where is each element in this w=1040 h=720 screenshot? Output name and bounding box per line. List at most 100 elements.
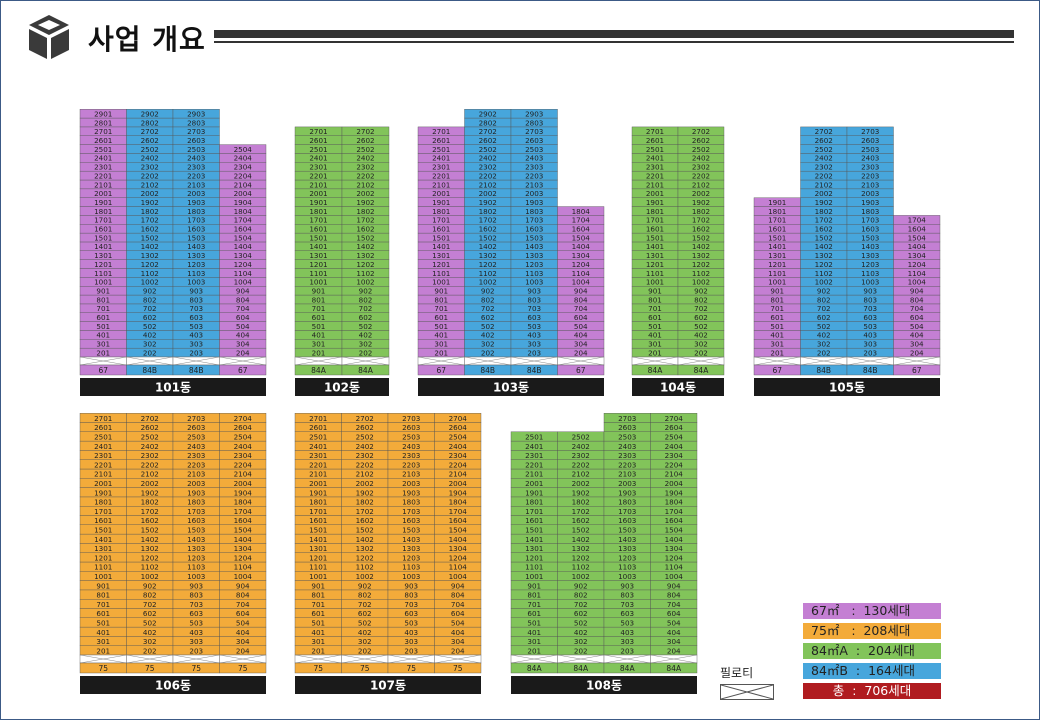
unit-number: 2004 xyxy=(449,479,468,488)
unit-number: 2102 xyxy=(572,470,590,479)
unit-cell xyxy=(219,413,267,423)
unit-number: 402 xyxy=(574,628,588,637)
unit-number: 1204 xyxy=(234,260,253,269)
unit-number: 1504 xyxy=(665,526,684,535)
unit-number: 1803 xyxy=(187,207,205,216)
unit-number: 2303 xyxy=(187,163,205,172)
unit-number: 2301 xyxy=(94,451,112,460)
piloti-cross xyxy=(341,356,390,366)
unit-number: 2902 xyxy=(479,109,497,118)
unit-number: 801 xyxy=(312,295,326,304)
unit-cell xyxy=(510,108,558,119)
unit-number: 703 xyxy=(404,600,418,609)
unit-number: 2601 xyxy=(309,136,327,145)
unit-number: 201 xyxy=(96,348,110,357)
unit-type-cell xyxy=(677,364,725,376)
unit-number: 1303 xyxy=(187,544,205,553)
unit-number: 304 xyxy=(451,637,465,646)
building-name: 102동 xyxy=(324,381,360,395)
unit-number: 503 xyxy=(404,619,418,628)
unit-number: 1201 xyxy=(309,260,327,269)
unit-number: 2201 xyxy=(309,460,327,469)
unit-number: 1403 xyxy=(618,535,636,544)
unit-number: 2302 xyxy=(692,163,710,172)
unit-number: 903 xyxy=(189,286,203,295)
unit-number: 1102 xyxy=(692,269,710,278)
unit-number: 1002 xyxy=(572,572,590,581)
unit-number: 1102 xyxy=(815,269,833,278)
unit-number: 1502 xyxy=(479,233,497,242)
unit-number: 1304 xyxy=(665,544,684,553)
unit-number: 801 xyxy=(648,295,662,304)
unit-number: 1002 xyxy=(141,278,159,287)
unit-number: 2604 xyxy=(665,423,684,432)
unit-number: 501 xyxy=(96,619,110,628)
unit-number: 203 xyxy=(404,646,418,655)
unit-number: 1002 xyxy=(692,278,710,287)
unit-number: 1204 xyxy=(449,553,468,562)
unit-number: 2303 xyxy=(402,451,420,460)
unit-number: 1202 xyxy=(356,553,374,562)
unit-number: 1303 xyxy=(402,544,420,553)
unit-number: 1701 xyxy=(646,216,664,225)
unit-number: 2002 xyxy=(356,479,374,488)
unit-number: 1802 xyxy=(692,207,710,216)
unit-number: 1701 xyxy=(94,507,112,516)
unit-number: 1001 xyxy=(309,572,327,581)
unit-number: 2602 xyxy=(356,136,374,145)
unit-number: 2103 xyxy=(861,180,879,189)
unit-number: 1001 xyxy=(94,572,112,581)
unit-number: 2501 xyxy=(525,433,543,442)
unit-number: 2402 xyxy=(356,154,374,163)
unit-number: 2304 xyxy=(234,163,253,172)
unit-number: 1003 xyxy=(525,278,543,287)
unit-number: 602 xyxy=(817,313,831,322)
unit-number: 303 xyxy=(404,637,418,646)
unit-number: 2503 xyxy=(187,145,205,154)
unit-number: 2002 xyxy=(141,189,159,198)
unit-number: 402 xyxy=(481,331,495,340)
unit-number: 1702 xyxy=(692,216,710,225)
unit-number: 1402 xyxy=(692,242,710,251)
unit-number: 1304 xyxy=(449,544,468,553)
unit-number: 801 xyxy=(770,295,784,304)
unit-number: 902 xyxy=(574,581,588,590)
unit-number: 504 xyxy=(667,619,681,628)
unit-number: 2201 xyxy=(309,171,327,180)
unit-number: 1804 xyxy=(234,498,253,507)
unit-number: 1404 xyxy=(234,535,253,544)
unit-number: 1801 xyxy=(525,498,543,507)
unit-number: 1103 xyxy=(187,269,205,278)
unit-number: 1301 xyxy=(646,251,664,260)
building-2: 2013014015016017018019011001110112011301… xyxy=(294,126,390,396)
unit-number: 201 xyxy=(648,348,662,357)
unit-number: 402 xyxy=(359,331,373,340)
unit-number: 1301 xyxy=(309,251,327,260)
unit-number: 2503 xyxy=(861,145,879,154)
unit-number: 2604 xyxy=(234,423,253,432)
unit-number: 1601 xyxy=(768,225,786,234)
unit-number: 702 xyxy=(358,600,372,609)
unit-number: 2402 xyxy=(815,154,833,163)
unit-number: 603 xyxy=(527,313,541,322)
unit-number: 2502 xyxy=(479,145,497,154)
unit-number: 2101 xyxy=(94,470,112,479)
unit-type-label: 84A xyxy=(648,366,664,375)
unit-number: 2601 xyxy=(94,136,112,145)
unit-number: 602 xyxy=(694,313,708,322)
unit-number: 901 xyxy=(312,286,326,295)
unit-number: 2403 xyxy=(861,154,879,163)
unit-number: 803 xyxy=(620,591,634,600)
unit-number: 701 xyxy=(96,600,110,609)
piloti-cross xyxy=(603,654,651,664)
unit-number: 802 xyxy=(481,295,495,304)
unit-number: 301 xyxy=(770,340,784,349)
unit-number: 1402 xyxy=(356,242,374,251)
unit-number: 1401 xyxy=(309,535,327,544)
unit-number: 1702 xyxy=(141,507,159,516)
unit-number: 1501 xyxy=(646,233,664,242)
unit-number: 604 xyxy=(451,609,465,618)
unit-number: 2104 xyxy=(234,470,253,479)
unit-number: 2101 xyxy=(646,180,664,189)
unit-number: 1304 xyxy=(234,544,253,553)
